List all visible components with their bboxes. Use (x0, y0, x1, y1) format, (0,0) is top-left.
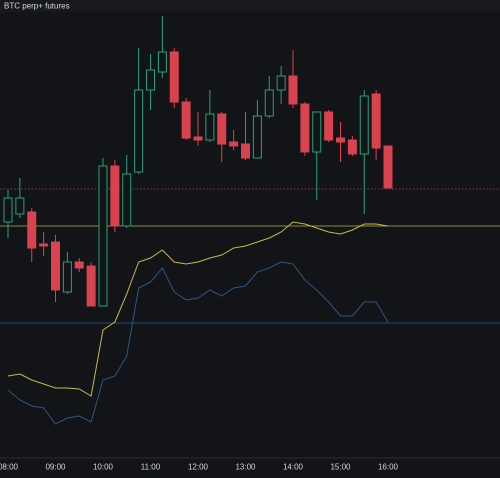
x-tick-label: 10:00 (93, 463, 114, 472)
indicator-line (7, 261, 389, 425)
candle-body (359, 95, 369, 155)
candle-body (193, 136, 203, 141)
x-tick-label: 13:00 (235, 463, 256, 472)
x-tick-label: 11:00 (141, 463, 161, 472)
candle-body (217, 113, 227, 145)
candle-body (252, 115, 262, 159)
candle-body (264, 89, 274, 117)
candle-body (3, 197, 13, 223)
candle-body (181, 101, 191, 139)
x-tick-label: 12:00 (188, 463, 209, 472)
candle-body (86, 265, 96, 307)
x-tick-label: 09:00 (45, 463, 66, 472)
candle-body (169, 51, 179, 103)
candle-body (336, 137, 345, 143)
candle-body (383, 145, 393, 189)
candle-body (62, 261, 72, 293)
candle-body (241, 143, 250, 159)
x-tick-label: 16:00 (378, 463, 399, 472)
candle-body (98, 165, 108, 307)
candle-body (229, 141, 239, 147)
candle-body (288, 75, 298, 105)
candle-body (347, 139, 357, 155)
candle-body (371, 93, 381, 149)
candle-body (122, 173, 132, 227)
candle-body (312, 111, 322, 153)
x-tick-label: 08:00 (0, 463, 19, 472)
x-tick-label: 14:00 (283, 463, 304, 472)
candle-body (51, 241, 60, 291)
candle-body (15, 197, 25, 215)
candle-body (300, 103, 310, 153)
candle-body (39, 243, 49, 247)
chart-title: BTC perp+ futures (4, 2, 70, 11)
candle-body (205, 113, 215, 141)
candle-body (27, 211, 37, 249)
candle-body (110, 165, 120, 227)
candle-body (324, 111, 334, 141)
candle-body (134, 89, 144, 173)
candle-body (146, 69, 155, 91)
header-bar (0, 0, 500, 12)
candle-body (276, 75, 286, 91)
candle-body (157, 51, 167, 73)
x-tick-label: 15:00 (330, 463, 351, 472)
candle-body (74, 261, 84, 269)
indicator-line (7, 221, 389, 397)
